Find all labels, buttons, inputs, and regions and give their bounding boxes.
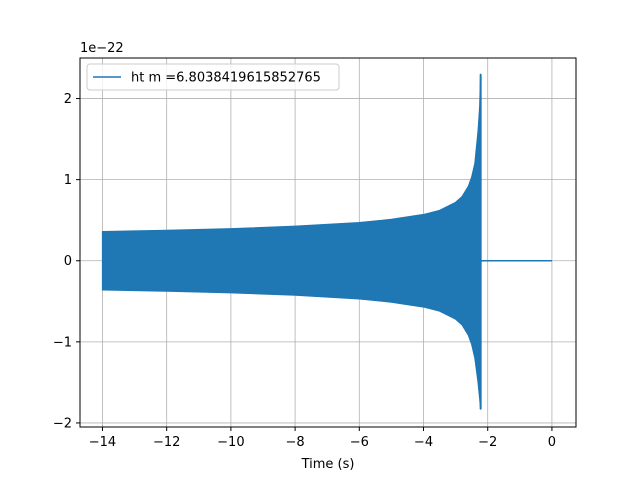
legend: ht m =6.8038419615852765 bbox=[86, 63, 340, 91]
x-axis-label: Time (s) bbox=[301, 457, 355, 472]
x-tick-label: 0 bbox=[548, 435, 556, 450]
y-tick-label: −1 bbox=[53, 335, 72, 350]
axes-frame bbox=[79, 57, 577, 428]
x-tick-label: −10 bbox=[217, 435, 244, 450]
y-tick-label: 1 bbox=[64, 173, 72, 188]
x-tick-label: −4 bbox=[414, 435, 433, 450]
legend-entry: ht m =6.8038419615852765 bbox=[131, 71, 321, 86]
x-tick-label: −14 bbox=[89, 435, 116, 450]
signal-envelope bbox=[101, 73, 482, 410]
y-offset-label: 1e−22 bbox=[80, 41, 124, 56]
x-tick-label: −8 bbox=[286, 435, 305, 450]
y-ticks: −2 −1 0 1 2 bbox=[53, 92, 80, 431]
y-tick-label: 0 bbox=[64, 254, 72, 269]
data-layer bbox=[101, 73, 552, 410]
legend-box bbox=[86, 63, 340, 91]
x-tick-label: −6 bbox=[350, 435, 369, 450]
y-tick-label: 2 bbox=[64, 92, 72, 107]
x-tick-label: −2 bbox=[478, 435, 497, 450]
y-tick-label: −2 bbox=[53, 416, 72, 431]
x-tick-label: −12 bbox=[153, 435, 180, 450]
x-ticks: −14 −12 −10 −8 −6 −4 −2 0 bbox=[89, 427, 556, 450]
